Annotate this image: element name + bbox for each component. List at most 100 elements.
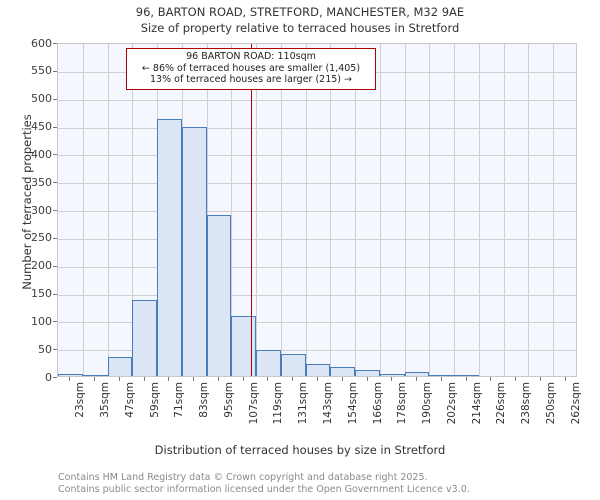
x-axis-tick-mark xyxy=(539,377,541,381)
histogram-bar xyxy=(404,372,430,376)
x-axis-tick-mark xyxy=(143,377,145,381)
y-axis-tick-mark xyxy=(53,349,57,351)
gridline-vertical xyxy=(405,44,406,376)
x-axis-tick-label: 238sqm xyxy=(520,382,533,425)
x-axis-tick-mark xyxy=(69,377,71,381)
gridline-horizontal xyxy=(58,211,576,212)
x-axis-tick-label: 214sqm xyxy=(470,382,483,425)
gridline-vertical xyxy=(207,44,208,376)
y-axis-tick-label: 300 xyxy=(31,203,52,217)
x-axis-tick-label: 143sqm xyxy=(322,382,334,425)
gridline-vertical xyxy=(330,44,331,376)
x-axis-tick-mark xyxy=(341,377,343,381)
histogram-bar xyxy=(58,373,83,376)
x-axis-tick-mark xyxy=(416,377,418,381)
gridline-horizontal xyxy=(58,99,576,101)
x-axis-tick-mark xyxy=(391,377,393,381)
y-axis-title: Number of terraced properties xyxy=(20,114,34,290)
x-axis-tick-label: 226sqm xyxy=(495,382,508,425)
gridline-vertical xyxy=(108,44,109,376)
footer-line-2: Contains public sector information licen… xyxy=(58,483,470,495)
y-axis-tick-label: 500 xyxy=(31,92,52,106)
gridline-horizontal xyxy=(58,266,576,268)
annotation-line-property-size: 96 BARTON ROAD: 110sqm xyxy=(186,51,316,62)
gridline-horizontal xyxy=(58,294,576,296)
y-axis-tick-label: 550 xyxy=(31,64,52,78)
y-axis-tick-label: 0 xyxy=(45,370,52,384)
y-axis-tick-mark xyxy=(53,237,57,239)
x-axis-tick-label: 131sqm xyxy=(297,382,310,425)
chart-title: 96, BARTON ROAD, STRETFORD, MANCHESTER, … xyxy=(135,5,465,19)
x-axis-tick-label: 59sqm xyxy=(148,382,161,418)
histogram-bar xyxy=(256,349,281,376)
histogram-bar xyxy=(305,364,331,376)
y-axis-tick-label: 250 xyxy=(31,231,52,245)
x-axis-tick-mark xyxy=(94,377,96,381)
gridline-horizontal xyxy=(58,238,576,240)
y-axis-tick-labels: 0 50 100 150 200 250 300 350 400 450 500 550 600 xyxy=(0,0,52,500)
histogram-bar xyxy=(206,215,232,376)
x-axis-tick-label: 154sqm xyxy=(346,382,359,425)
y-axis-tick-mark xyxy=(53,265,57,267)
histogram-bar xyxy=(157,119,182,376)
histogram-bar xyxy=(181,126,207,376)
histogram-bar xyxy=(82,374,108,376)
y-axis-tick-mark xyxy=(53,126,57,128)
gridline-vertical xyxy=(281,44,282,376)
gridline-vertical xyxy=(553,44,554,376)
y-axis-tick-label: 350 xyxy=(31,175,52,189)
histogram-bar xyxy=(132,299,158,376)
x-axis-tick-label: 202sqm xyxy=(445,382,458,425)
histogram-bar xyxy=(280,354,306,376)
x-axis-tick-label: 71sqm xyxy=(173,382,186,418)
y-axis-tick-mark xyxy=(53,377,57,378)
x-axis-tick-mark xyxy=(217,377,219,381)
y-axis-tick-label: 600 xyxy=(31,36,52,50)
x-axis-tick-mark xyxy=(118,377,120,381)
property-annotation-box: 96 BARTON ROAD: 110sqm ← 86% of terraced… xyxy=(126,48,376,90)
gridline-vertical xyxy=(380,44,381,376)
y-axis-tick-mark xyxy=(53,210,57,211)
histogram-bar xyxy=(107,356,133,376)
gridline-horizontal xyxy=(58,183,576,185)
footer-attribution: Contains HM Land Registry data © Crown c… xyxy=(58,472,598,495)
x-axis-tick-label: 119sqm xyxy=(272,382,285,425)
x-axis-tick-label: 23sqm xyxy=(74,382,87,418)
x-axis-tick-mark xyxy=(366,377,368,381)
y-axis-tick-mark xyxy=(53,182,57,184)
y-axis-tick-mark xyxy=(53,43,57,44)
histogram-bar xyxy=(231,315,257,376)
histogram-bar xyxy=(454,375,479,376)
x-axis-tick-label: 190sqm xyxy=(421,382,434,425)
plot-area xyxy=(57,43,577,377)
y-axis-tick-mark xyxy=(53,70,57,72)
y-axis-tick-label: 150 xyxy=(31,287,52,300)
subject-property-marker-line xyxy=(250,44,253,376)
gridline-vertical xyxy=(355,44,356,376)
histogram-bar xyxy=(330,367,356,376)
x-axis-tick-mark xyxy=(440,377,442,381)
histogram-bar xyxy=(429,375,455,376)
gridline-vertical xyxy=(528,44,529,376)
x-axis-tick-mark xyxy=(267,377,269,381)
x-axis-tick-mark xyxy=(317,377,318,381)
y-axis-tick-mark xyxy=(53,293,57,295)
chart-title-block: 96, BARTON ROAD, STRETFORD, MANCHESTER, … xyxy=(0,4,600,36)
x-axis-tick-label: 47sqm xyxy=(123,382,136,418)
x-axis-tick-mark xyxy=(490,377,492,381)
histogram-bar xyxy=(379,373,405,376)
x-axis-tick-label: 250sqm xyxy=(544,382,557,425)
y-axis-tick-mark xyxy=(53,321,57,323)
x-axis-tick-mark xyxy=(168,377,170,381)
x-axis-tick-label: 35sqm xyxy=(99,382,112,418)
y-axis-tick-label: 100 xyxy=(31,314,52,328)
x-axis-tick-mark xyxy=(515,377,517,381)
gridline-vertical xyxy=(479,44,480,376)
gridline-vertical xyxy=(454,44,455,376)
footer-line-1: Contains HM Land Registry data © Crown c… xyxy=(58,472,428,483)
gridline-vertical xyxy=(231,44,232,376)
x-axis-tick-mark xyxy=(193,377,195,381)
gridline-horizontal xyxy=(58,322,576,324)
